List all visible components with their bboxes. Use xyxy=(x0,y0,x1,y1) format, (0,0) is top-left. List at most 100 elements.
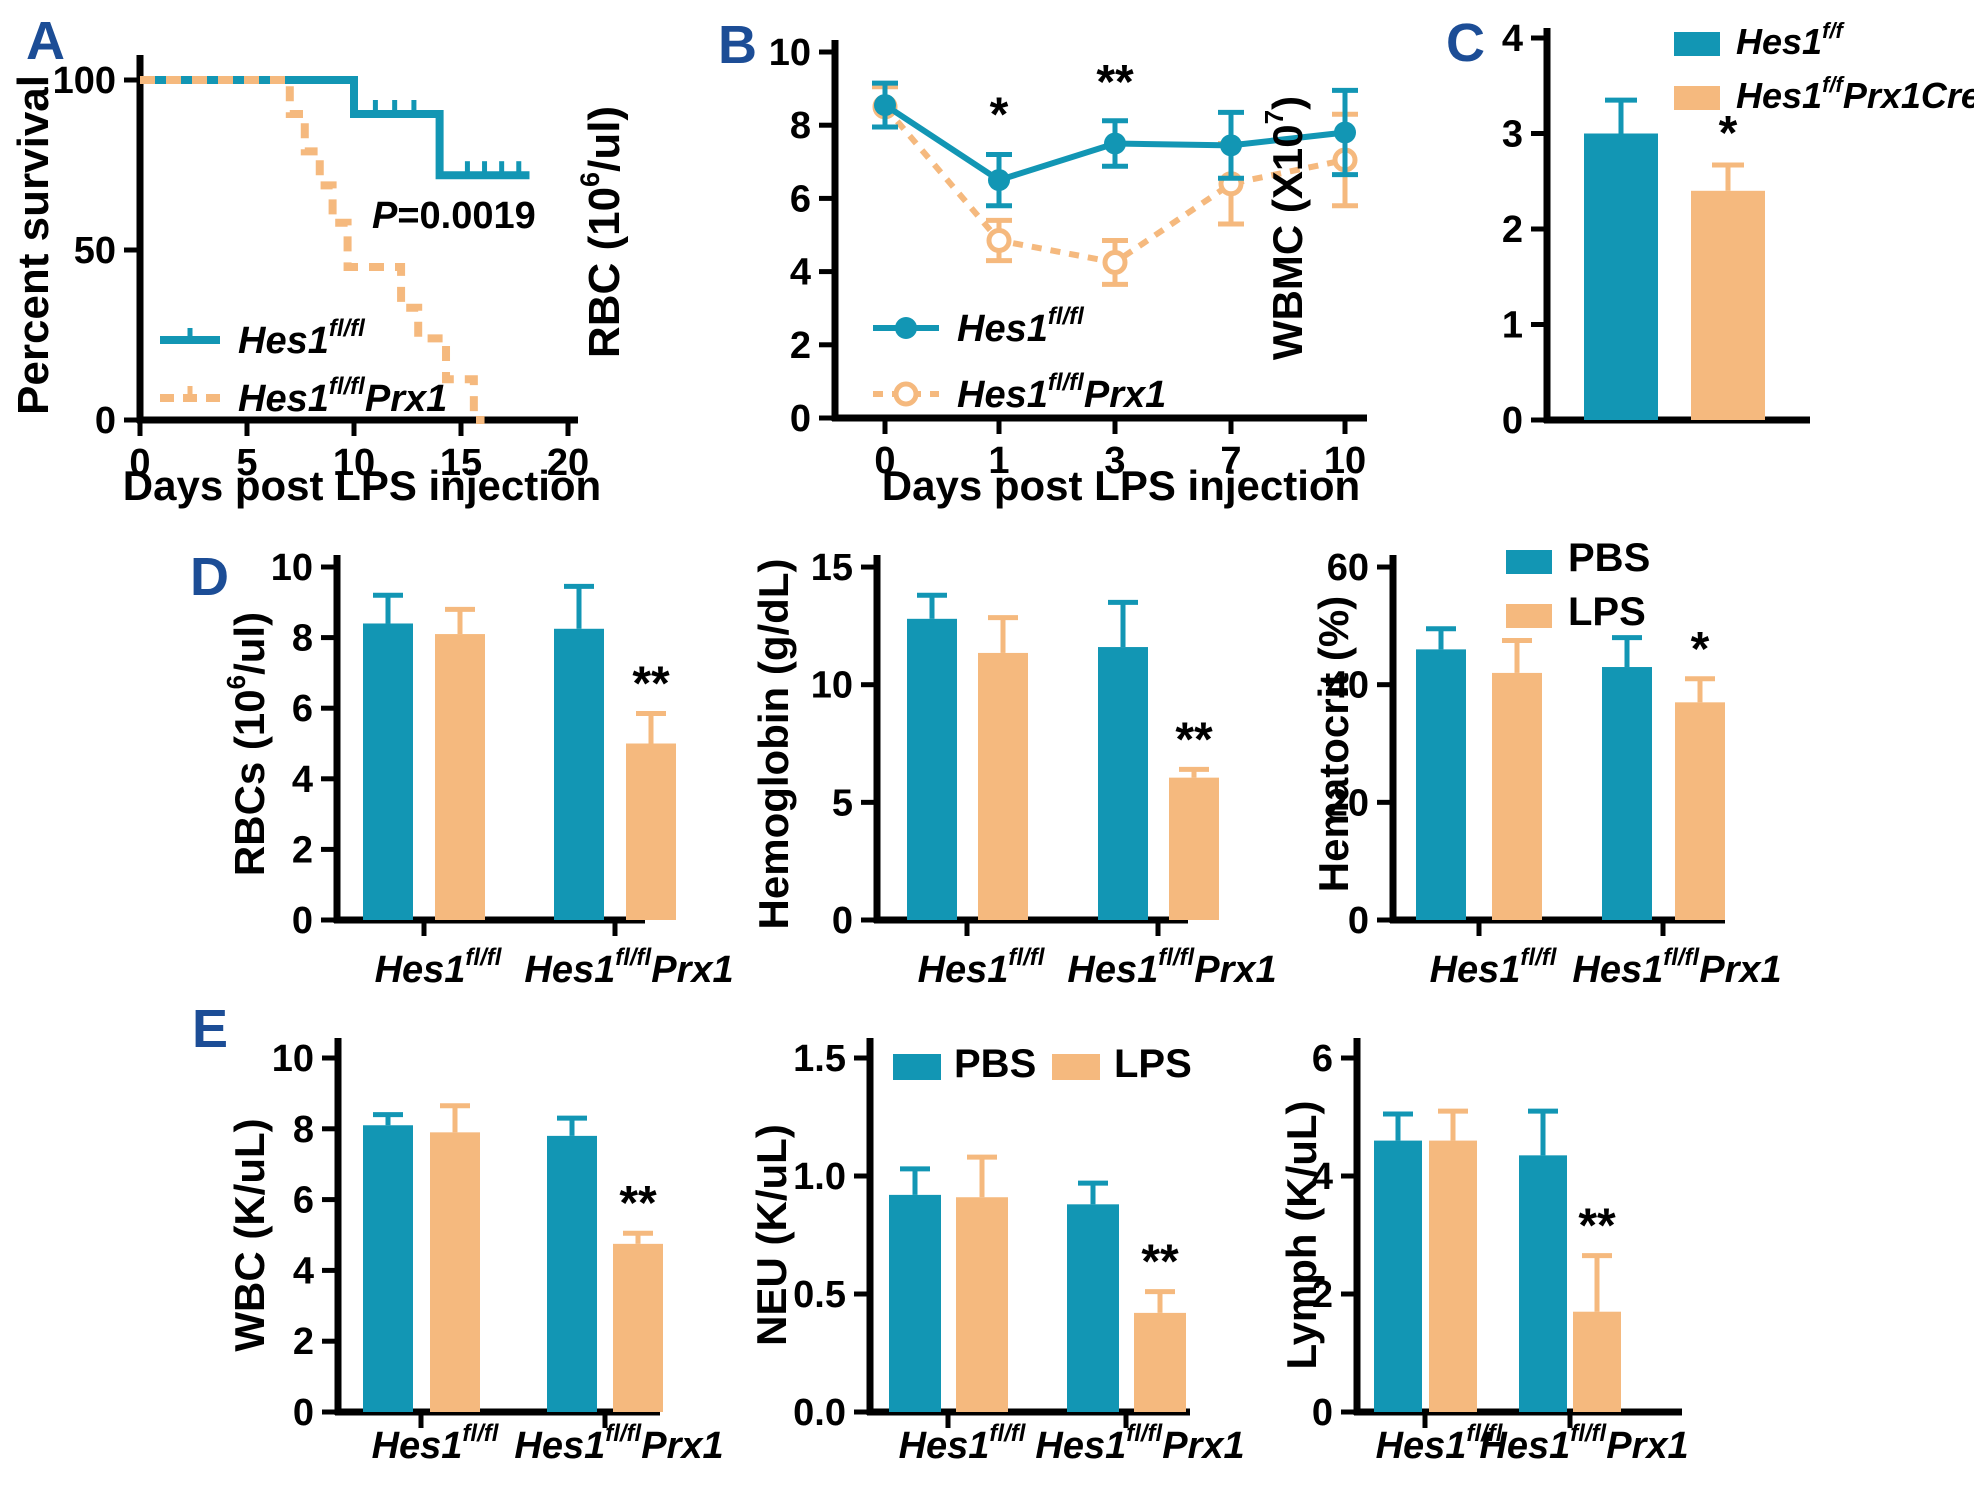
y-tick-label: 0 xyxy=(1348,900,1369,942)
y-axis-label: Hematocrit (%) xyxy=(1310,596,1357,892)
y-tick-label: 2 xyxy=(790,325,811,367)
bar-pbs-g0 xyxy=(1374,1140,1422,1412)
x-axis-label: Days post LPS injection xyxy=(123,462,601,509)
bar-lps-g1 xyxy=(1169,777,1219,920)
chart-E2: 0.0 0.5 1.0 1.5 NEU (K/uL) ** Hes1fl/fl Hes1fl/… xyxy=(748,1038,1245,1467)
y-tick-label: 50 xyxy=(74,230,116,272)
y-tick-label: 0 xyxy=(95,400,116,442)
data-point xyxy=(1334,121,1356,144)
chart-C: 0 1 2 3 4 WBMC (X107) * Hes1f/f Hes1f/fPrx1Cre xyxy=(1259,18,1974,442)
sig-star: ** xyxy=(1141,1236,1179,1289)
category-label: Hes1fl/fl xyxy=(1376,1420,1504,1467)
bar-pbs-g1 xyxy=(1098,647,1148,920)
legend-swatch xyxy=(1674,86,1720,110)
y-tick-label: 8 xyxy=(292,618,313,660)
category-label: Hes1fl/flPrx1 xyxy=(514,1420,723,1467)
bar-pbs-g0 xyxy=(363,623,413,920)
data-point xyxy=(988,169,1010,192)
category-label: Hes1fl/flPrx1 xyxy=(1067,944,1276,991)
y-axis-label: WBMC (X107) xyxy=(1259,96,1311,360)
bar-lps-g0 xyxy=(1492,672,1542,920)
category-label: Hes1fl/fl xyxy=(918,944,1046,991)
bar-lps-g1 xyxy=(1675,702,1725,920)
y-axis-label: RBC (106/ul) xyxy=(575,106,629,358)
y-tick-label: 100 xyxy=(53,60,116,102)
y-tick-label: 10 xyxy=(811,665,853,707)
y-tick-label: 2 xyxy=(1312,1274,1333,1316)
y-tick-label: 40 xyxy=(1327,665,1369,707)
bar-lps-g1 xyxy=(626,743,676,920)
category-label: Hes1fl/flPrx1 xyxy=(524,944,733,991)
category-label: Hes1fl/flPrx1 xyxy=(1572,944,1781,991)
y-axis-label: NEU (K/uL) xyxy=(748,1124,795,1346)
bar-1 xyxy=(1691,190,1765,420)
bar-pbs-g0 xyxy=(889,1194,941,1412)
y-tick-label: 8 xyxy=(790,105,811,147)
bar-pbs-g0 xyxy=(907,618,957,920)
bar-lps-g0 xyxy=(1429,1140,1477,1412)
y-tick-label: 0 xyxy=(1502,400,1523,442)
bar-pbs-g1 xyxy=(554,628,604,920)
bar-pbs-g1 xyxy=(1519,1155,1567,1412)
y-axis-label: RBCs (106/ul) xyxy=(221,612,273,876)
y-axis-label: Hemoglobin (g/dL) xyxy=(750,559,797,930)
y-tick-label: 10 xyxy=(272,1038,314,1080)
y-tick-label: 2 xyxy=(293,1321,314,1363)
y-tick-label: 4 xyxy=(1312,1156,1333,1198)
y-axis-label: Percent survival xyxy=(9,75,58,415)
category-label: Hes1fl/fl xyxy=(372,1420,500,1467)
sig-star: * xyxy=(990,89,1009,142)
chart-D2: 0 5 10 15 Hemoglobin (g/dL) ** Hes1fl/fl Hes1fl… xyxy=(750,547,1277,991)
y-tick-label: 10 xyxy=(769,32,811,74)
legend-label: Hes1f/fPrx1Cre xyxy=(1736,72,1974,116)
x-tick-label: 10 xyxy=(333,442,375,484)
bar-pbs-g0 xyxy=(363,1125,413,1412)
y-tick-label: 4 xyxy=(293,1250,314,1292)
y-tick-label: 4 xyxy=(1502,18,1523,60)
bar-pbs-g1 xyxy=(1602,667,1652,920)
legend-swatch xyxy=(1052,1054,1100,1080)
x-tick-label: 0 xyxy=(874,440,895,482)
sig-star: ** xyxy=(1578,1200,1616,1253)
chart-D3: 0 20 40 60 Hematocrit (%) * Hes1fl/fl Hes1fl/fl… xyxy=(1310,536,1782,991)
legend-label: LPS xyxy=(1568,590,1646,634)
km-line-0 xyxy=(140,76,530,180)
x-axis-label: Days post LPS injection xyxy=(882,462,1360,509)
y-tick-label: 6 xyxy=(1312,1038,1333,1080)
y-tick-label: 0 xyxy=(790,398,811,440)
y-tick-label: 1 xyxy=(1502,305,1523,347)
bar-lps-g1 xyxy=(1573,1311,1621,1412)
legend-swatch xyxy=(1506,550,1552,574)
y-tick-label: 6 xyxy=(790,178,811,220)
category-label: Hes1fl/fl xyxy=(375,944,503,991)
data-point xyxy=(1102,249,1128,275)
y-tick-label: 4 xyxy=(790,252,811,294)
sig-star: ** xyxy=(1175,713,1213,766)
y-tick-label: 60 xyxy=(1327,547,1369,589)
x-tick-label: 0 xyxy=(129,442,150,484)
chart-D1: 0 2 4 6 8 10 RBCs (106/ul) ** Hes1fl/fl Hes1fl/fl… xyxy=(221,547,734,991)
legend-swatch xyxy=(1674,32,1720,56)
y-tick-label: 0 xyxy=(1312,1392,1333,1434)
y-tick-label: 3 xyxy=(1502,114,1523,156)
sig-star: ** xyxy=(632,657,670,710)
x-tick-label: 5 xyxy=(236,442,257,484)
bar-lps-g0 xyxy=(430,1132,480,1412)
category-label: Hes1fl/fl xyxy=(1430,944,1558,991)
y-tick-label: 15 xyxy=(811,547,853,589)
sig-star: ** xyxy=(1096,56,1134,109)
x-tick-label: 20 xyxy=(547,442,589,484)
y-tick-label: 5 xyxy=(832,782,853,824)
category-label: Hes1fl/fl xyxy=(899,1420,1027,1467)
panel-letter-d: D xyxy=(190,547,229,607)
y-axis-label: Lymph (K/uL) xyxy=(1278,1100,1325,1369)
category-label: Hes1fl/flPrx1 xyxy=(1479,1420,1688,1467)
y-tick-label: 1.5 xyxy=(793,1038,846,1080)
data-point xyxy=(874,94,896,117)
y-tick-label: 1.0 xyxy=(793,1156,846,1198)
data-point xyxy=(986,227,1012,253)
bar-pbs-g1 xyxy=(1067,1204,1119,1412)
x-tick-label: 3 xyxy=(1104,440,1125,482)
